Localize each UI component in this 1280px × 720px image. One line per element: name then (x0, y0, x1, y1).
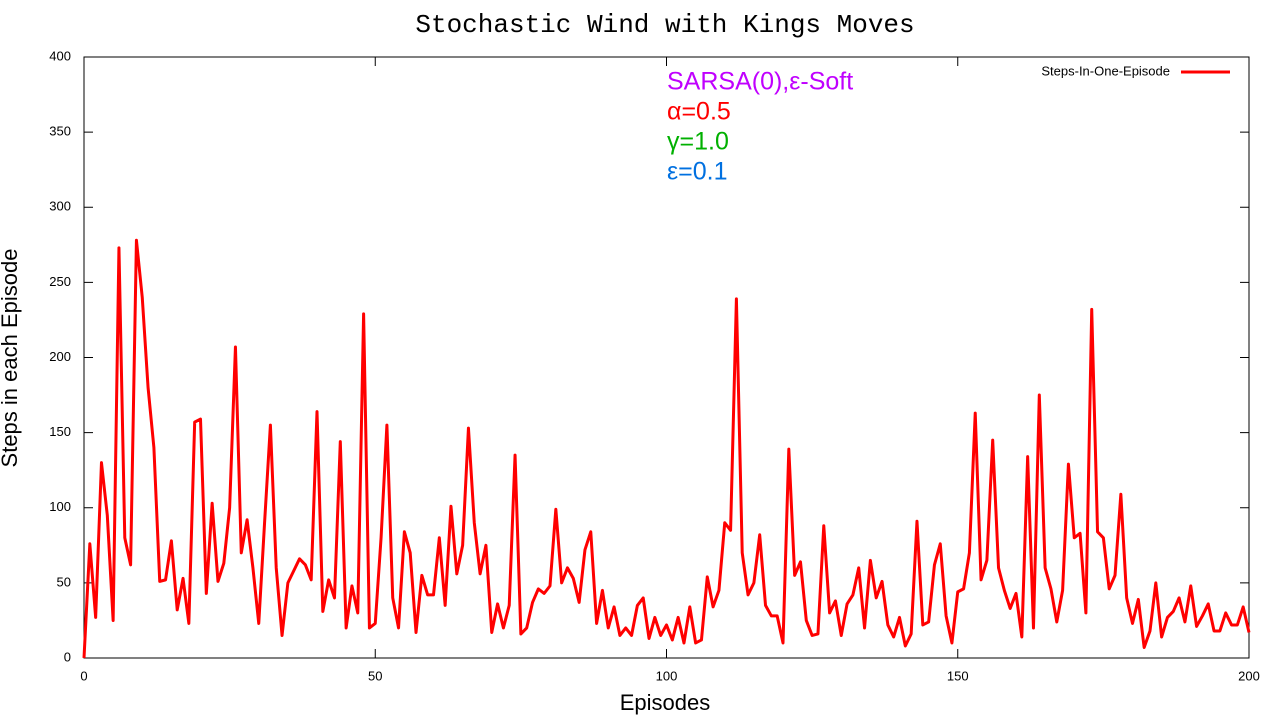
y-tick-label: 200 (49, 349, 71, 364)
y-tick-label: 0 (64, 649, 71, 664)
legend-label: Steps-In-One-Episode (1041, 63, 1170, 78)
annotation: α=0.5 (667, 98, 731, 126)
annotation: SARSA(0),ε-Soft (667, 68, 853, 96)
annotation: ε=0.1 (667, 158, 728, 186)
y-tick-label: 350 (49, 124, 71, 139)
x-tick-label: 50 (368, 668, 382, 683)
y-tick-label: 150 (49, 424, 71, 439)
x-tick-label: 150 (947, 668, 969, 683)
y-tick-label: 300 (49, 199, 71, 214)
y-tick-label: 400 (49, 48, 71, 63)
chart-title: Stochastic Wind with Kings Moves (415, 10, 914, 40)
x-tick-label: 200 (1238, 668, 1260, 683)
x-axis-label: Episodes (620, 690, 711, 715)
y-tick-label: 100 (49, 499, 71, 514)
y-tick-label: 50 (57, 574, 71, 589)
annotation: γ=1.0 (667, 128, 729, 156)
x-tick-label: 100 (656, 668, 678, 683)
x-tick-label: 0 (80, 668, 87, 683)
data-line (82, 238, 1251, 659)
y-axis-label: Steps in each Episode (0, 249, 22, 468)
y-tick-label: 250 (49, 274, 71, 289)
